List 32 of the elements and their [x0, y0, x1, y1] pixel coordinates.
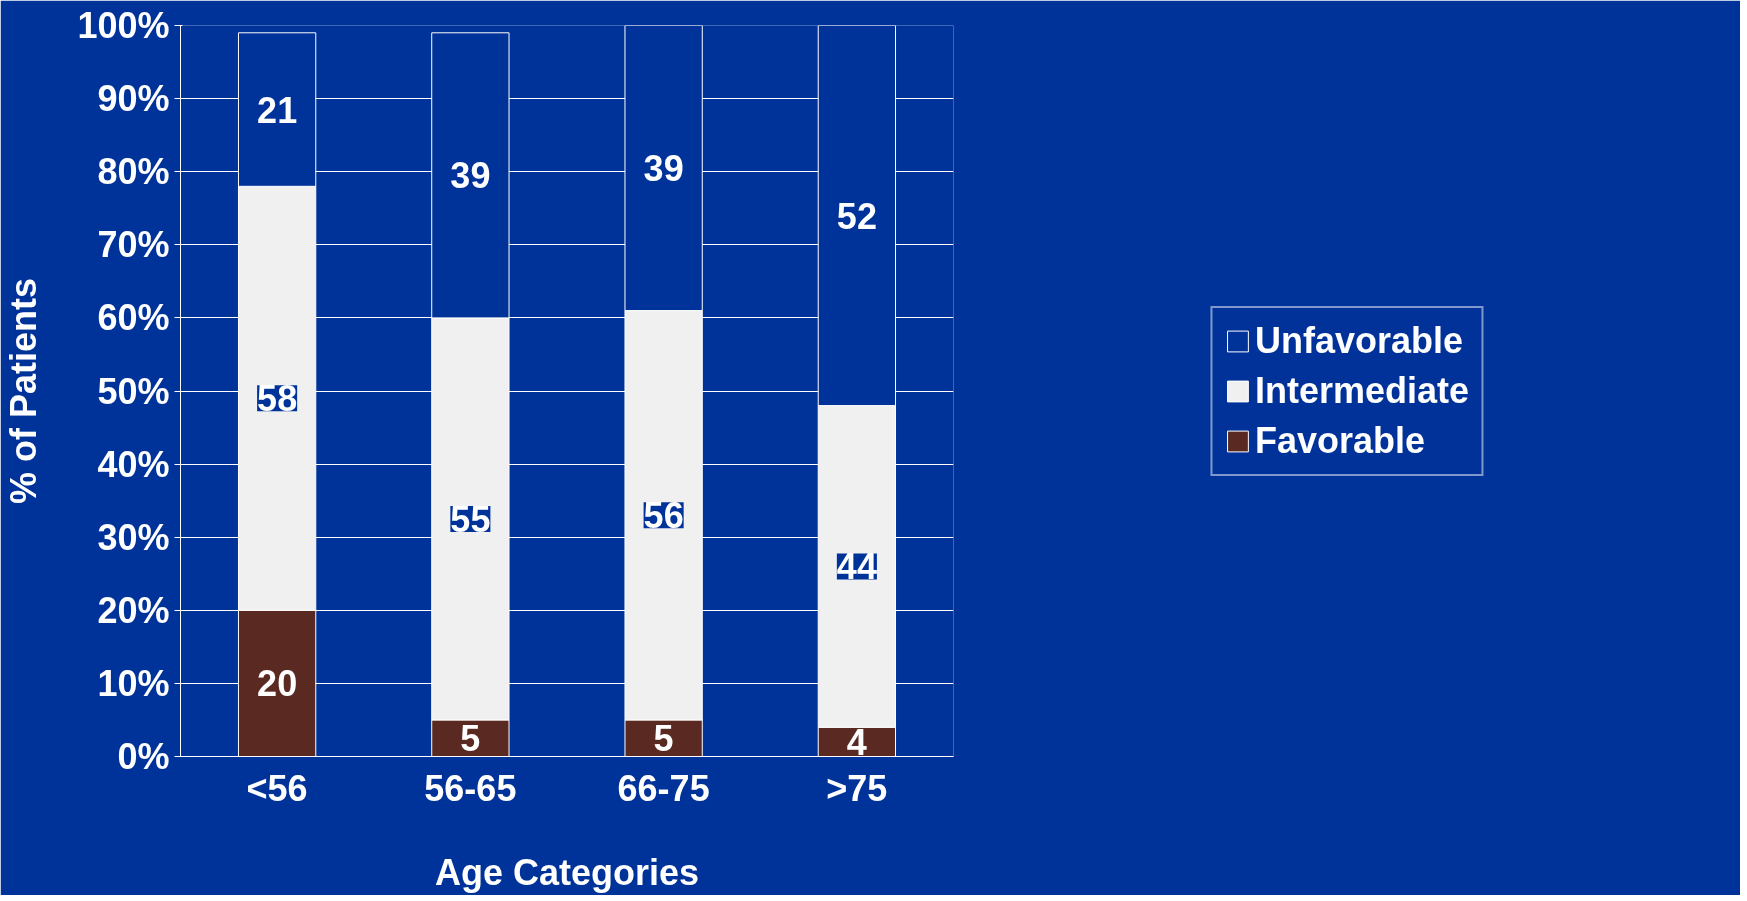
- legend-label: Favorable: [1254, 419, 1426, 462]
- x-axis-title: Age Categories: [434, 851, 700, 893]
- data-label: 20: [257, 663, 298, 705]
- data-label: 39: [450, 155, 491, 197]
- legend-label: Intermediate: [1254, 369, 1470, 412]
- data-label: 56: [643, 495, 684, 537]
- y-tick-label: 100%: [77, 5, 170, 46]
- x-tick-label: >75: [826, 767, 888, 809]
- y-tick-label: 90%: [97, 78, 170, 120]
- data-label: 39: [643, 148, 684, 190]
- x-tick-label: <56: [246, 767, 308, 809]
- data-label: 55: [450, 498, 491, 540]
- y-tick-label: 0%: [117, 736, 170, 777]
- data-label: 44: [836, 546, 877, 588]
- data-label: 21: [257, 89, 298, 131]
- data-label: 58: [257, 378, 298, 420]
- x-tick-label: 66-75: [617, 767, 710, 809]
- data-label: 4: [846, 721, 867, 763]
- x-tick-label: 56-65: [424, 767, 517, 809]
- legend-label: Unfavorable: [1254, 319, 1464, 362]
- y-tick-label: 10%: [97, 662, 170, 704]
- y-tick-label: 50%: [97, 370, 170, 412]
- y-tick-label: 40%: [97, 443, 170, 485]
- y-tick-label: 60%: [97, 297, 170, 339]
- data-label: 52: [836, 195, 877, 237]
- data-label: 5: [653, 718, 674, 760]
- data-label: 5: [460, 718, 481, 760]
- y-tick-label: 80%: [97, 151, 170, 193]
- y-axis-title: % of Patients: [3, 277, 45, 505]
- y-tick-label: 20%: [97, 589, 170, 631]
- y-tick-label: 30%: [97, 516, 170, 558]
- y-tick-label: 70%: [97, 224, 170, 266]
